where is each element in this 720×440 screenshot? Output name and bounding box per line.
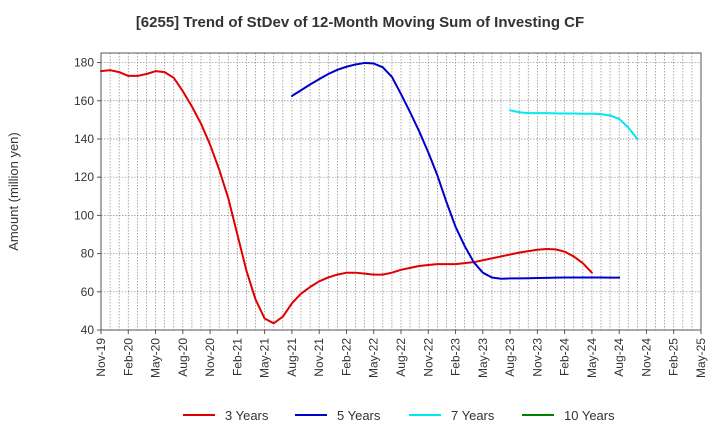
x-tick-label: Nov-21 (312, 338, 326, 377)
y-tick-label: 120 (74, 170, 94, 184)
chart-title: [6255] Trend of StDev of 12-Month Moving… (135, 14, 585, 31)
y-tick-label: 140 (74, 132, 94, 146)
legend-label: 3 Years (225, 408, 269, 423)
y-tick-label: 100 (74, 208, 94, 222)
legend: 3 Years 5 Years 7 Years 10 Years (183, 408, 615, 423)
x-tick-label: Feb-24 (558, 338, 572, 376)
y-tick-label: 40 (81, 323, 95, 337)
x-tick-label: May-21 (258, 338, 272, 378)
x-tick-label: Nov-24 (639, 338, 653, 377)
x-tick-label: May-23 (476, 338, 490, 378)
y-tick-label: 60 (81, 285, 95, 299)
x-tick-label: May-22 (367, 338, 381, 378)
series-line-5-years (290, 61, 621, 280)
x-tick-label: Nov-22 (421, 338, 435, 377)
x-tick-label: Feb-20 (121, 338, 135, 376)
x-tick-label: Feb-22 (339, 338, 353, 376)
x-tick-label: Aug-21 (285, 338, 299, 377)
series-line-3-years (100, 69, 593, 325)
y-axis-label: Amount (million yen) (6, 132, 21, 251)
grid (101, 53, 701, 330)
series-line-7-years (509, 109, 639, 140)
x-tick-label: Feb-23 (449, 338, 463, 376)
x-tick-label: Aug-23 (503, 338, 517, 377)
legend-label: 10 Years (564, 408, 615, 423)
y-tick-label: 160 (74, 94, 94, 108)
x-tick-label: Nov-20 (203, 338, 217, 377)
y-tick-label: 80 (81, 247, 95, 261)
x-tick-label: May-25 (694, 338, 708, 378)
legend-label: 7 Years (451, 408, 495, 423)
x-tick-label: Aug-24 (612, 338, 626, 377)
series-lines (100, 61, 639, 325)
x-tick-label: May-20 (149, 338, 163, 378)
legend-label: 5 Years (337, 408, 381, 423)
x-tick-label: Aug-20 (176, 338, 190, 377)
x-tick-label: May-24 (585, 338, 599, 378)
x-tick-label: Feb-21 (230, 338, 244, 376)
x-tick-label: Feb-25 (667, 338, 681, 376)
x-tick-label: Nov-19 (94, 338, 108, 377)
axis-ticks: 40 60 80 100 120 140 160 180 Nov-19 Feb-20 May-20 A… (74, 56, 708, 378)
x-tick-label: Aug-22 (394, 338, 408, 377)
y-tick-label: 180 (74, 56, 94, 70)
x-tick-label: Nov-23 (530, 338, 544, 377)
